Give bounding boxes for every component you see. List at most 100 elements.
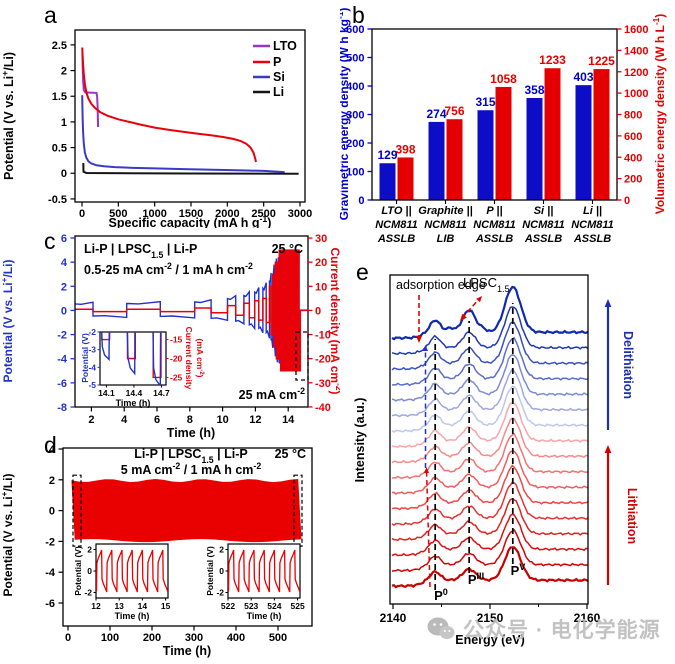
right-tick-label: 1400 bbox=[624, 45, 648, 57]
x-tick-label: 0 bbox=[79, 208, 85, 220]
x-tick-label: 1500 bbox=[179, 208, 203, 220]
panel-c-annotations: Li-P | LPSC1.5 | Li-P 25 °C 0.5-25 mA cm-2… bbox=[84, 242, 309, 402]
bar-value-red: 1058 bbox=[490, 72, 517, 86]
y-tick-label: 1.5 bbox=[52, 91, 67, 103]
watermark: 公众号 · 电化学能源 bbox=[426, 614, 661, 644]
inset-ytick: 2 bbox=[219, 545, 224, 555]
inset-ytick: -2 bbox=[84, 588, 92, 598]
inset-potential bbox=[152, 332, 162, 385]
edge-shift-guide-red bbox=[425, 468, 431, 588]
panel-a-axes: 0 500 1000 1500 2000 2500 3000 -0.5 0 0.5 1 1.5 2 2.5… bbox=[0, 40, 312, 230]
cell-config-label: Li-P | LPSC1.5 | Li-P bbox=[84, 242, 197, 260]
inset-xtick: 522 bbox=[221, 601, 235, 611]
category-label: Si || bbox=[534, 205, 554, 217]
category-label: LTO || bbox=[381, 205, 411, 217]
bar-volumetric bbox=[544, 68, 561, 201]
bar-value-blue: 129 bbox=[377, 148, 397, 162]
x-tick-label: 500 bbox=[269, 632, 287, 644]
panel-c-letter: c bbox=[44, 228, 56, 254]
arrowhead bbox=[460, 313, 467, 321]
inset-xtick: 523 bbox=[244, 601, 258, 611]
axes-box bbox=[62, 447, 313, 627]
inset-ytick: -2 bbox=[216, 588, 224, 598]
inset-y-label: Potential (V) bbox=[205, 546, 215, 596]
axes-box bbox=[389, 274, 589, 605]
inset-xtick: 13 bbox=[114, 601, 124, 611]
bar-volumetric bbox=[397, 157, 414, 200]
temperature-label: 25 °C bbox=[275, 447, 306, 461]
bar-volumetric bbox=[495, 86, 512, 200]
arrowhead bbox=[416, 336, 422, 343]
right-tick-label: 30 bbox=[315, 233, 327, 245]
category-label: ASSLB bbox=[475, 233, 513, 245]
panel-d: 0 100 200 300 400 500 Time (h) 4 2 0 -2 -4 -6 Potenti… bbox=[0, 440, 340, 659]
inset-xtick: 15 bbox=[161, 601, 171, 611]
spectrum-curve-6 bbox=[391, 450, 588, 495]
panel-e-curves bbox=[391, 285, 588, 589]
panel-e: 2140 2150 2160 Energy (eV) Intensity (a.u.) a… bbox=[340, 255, 675, 659]
left-tick-label: 400 bbox=[346, 81, 364, 93]
x-axis-label: Specific capacity (mA h g-1) bbox=[109, 214, 272, 228]
corner-rate-label: 25 mA cm-2 bbox=[239, 386, 306, 402]
inset-ytick: -4 bbox=[88, 362, 96, 372]
category-label: NCM811 bbox=[473, 219, 516, 231]
series-p bbox=[81, 47, 257, 163]
bar-volumetric bbox=[446, 119, 463, 200]
bar-gravimetric bbox=[428, 121, 445, 200]
inset-right-label-1: Current density bbox=[184, 327, 194, 390]
inset-xtick: 525 bbox=[291, 601, 305, 611]
category-label: ASSLB bbox=[524, 233, 562, 245]
panel-a-series bbox=[81, 47, 299, 175]
inset-right-label-2: (mA cm-2) bbox=[195, 339, 205, 378]
panel-d-inset-2: 2 0 -2 522 523 524 525 Time (h) Potential (V) bbox=[205, 543, 305, 621]
panel-e-letter: e bbox=[356, 259, 369, 285]
x-tick-label: 400 bbox=[227, 632, 245, 644]
x-axis-label: Time (h) bbox=[167, 426, 215, 440]
bar-gravimetric bbox=[526, 97, 543, 200]
inset-ytick: -2 bbox=[88, 327, 96, 337]
x-axis-label: Energy (eV) bbox=[455, 633, 524, 647]
right-axis-label: Current density (mA cm-2) bbox=[328, 247, 340, 394]
y-axis-label: Potential (V vs. Li+/Li) bbox=[0, 52, 16, 180]
watermark-text: 公众号 · 电化学能源 bbox=[463, 619, 661, 642]
right-tick-label: -20 bbox=[315, 354, 331, 366]
left-tick-label: -4 bbox=[57, 354, 68, 366]
inset-xtick: 14.4 bbox=[126, 388, 143, 398]
panel-a-letter: a bbox=[44, 2, 57, 28]
series-li bbox=[82, 162, 299, 175]
bar-gravimetric bbox=[379, 163, 396, 200]
peak-label-0: P0 bbox=[434, 587, 448, 603]
inset-xtick: 14.7 bbox=[153, 388, 170, 398]
inset-curve bbox=[228, 549, 300, 593]
y-tick-label: -6 bbox=[45, 598, 55, 610]
y-tick-label: 2 bbox=[61, 66, 67, 78]
inset-potential bbox=[126, 332, 136, 376]
left-axis-label: Potential (V vs. Li+/Li) bbox=[0, 260, 15, 383]
arrowhead bbox=[604, 445, 612, 453]
bar-value-blue: 274 bbox=[426, 107, 446, 121]
panel-b: 129 398 LTO || NCM811 ASSLB 274 756 Graphite ||… bbox=[335, 0, 675, 255]
spectrum-curve-10 bbox=[391, 385, 588, 434]
inset-potential bbox=[96, 549, 168, 593]
y-tick-label: 0 bbox=[61, 168, 67, 180]
panel-e-chart: 2140 2150 2160 Energy (eV) Intensity (a.u.) a… bbox=[353, 274, 639, 647]
x-tick-label: 14 bbox=[282, 414, 295, 426]
y-tick-label: -4 bbox=[45, 567, 56, 579]
panel-c-series bbox=[75, 249, 308, 372]
peak-label-V: PV bbox=[511, 562, 526, 578]
y-tick-label: -2 bbox=[45, 536, 55, 548]
inset-curves bbox=[101, 332, 162, 385]
inset-right-tick: -25 bbox=[170, 372, 183, 382]
category-label: Li || bbox=[583, 205, 602, 217]
x-axis-label: Time (h) bbox=[163, 644, 211, 658]
panel-e-axes: 2140 2150 2160 Energy (eV) Intensity (a.u.) bbox=[353, 398, 601, 647]
spectrum-curve-0 bbox=[391, 546, 588, 589]
right-tick-label: 1600 bbox=[624, 24, 648, 36]
spectrum-curve-2 bbox=[391, 513, 588, 557]
inset-ytick: 0 bbox=[87, 566, 92, 576]
right-axis-label: Volumetric energy density (W h L-1) bbox=[651, 14, 667, 215]
right-tick-label: 600 bbox=[624, 131, 642, 143]
